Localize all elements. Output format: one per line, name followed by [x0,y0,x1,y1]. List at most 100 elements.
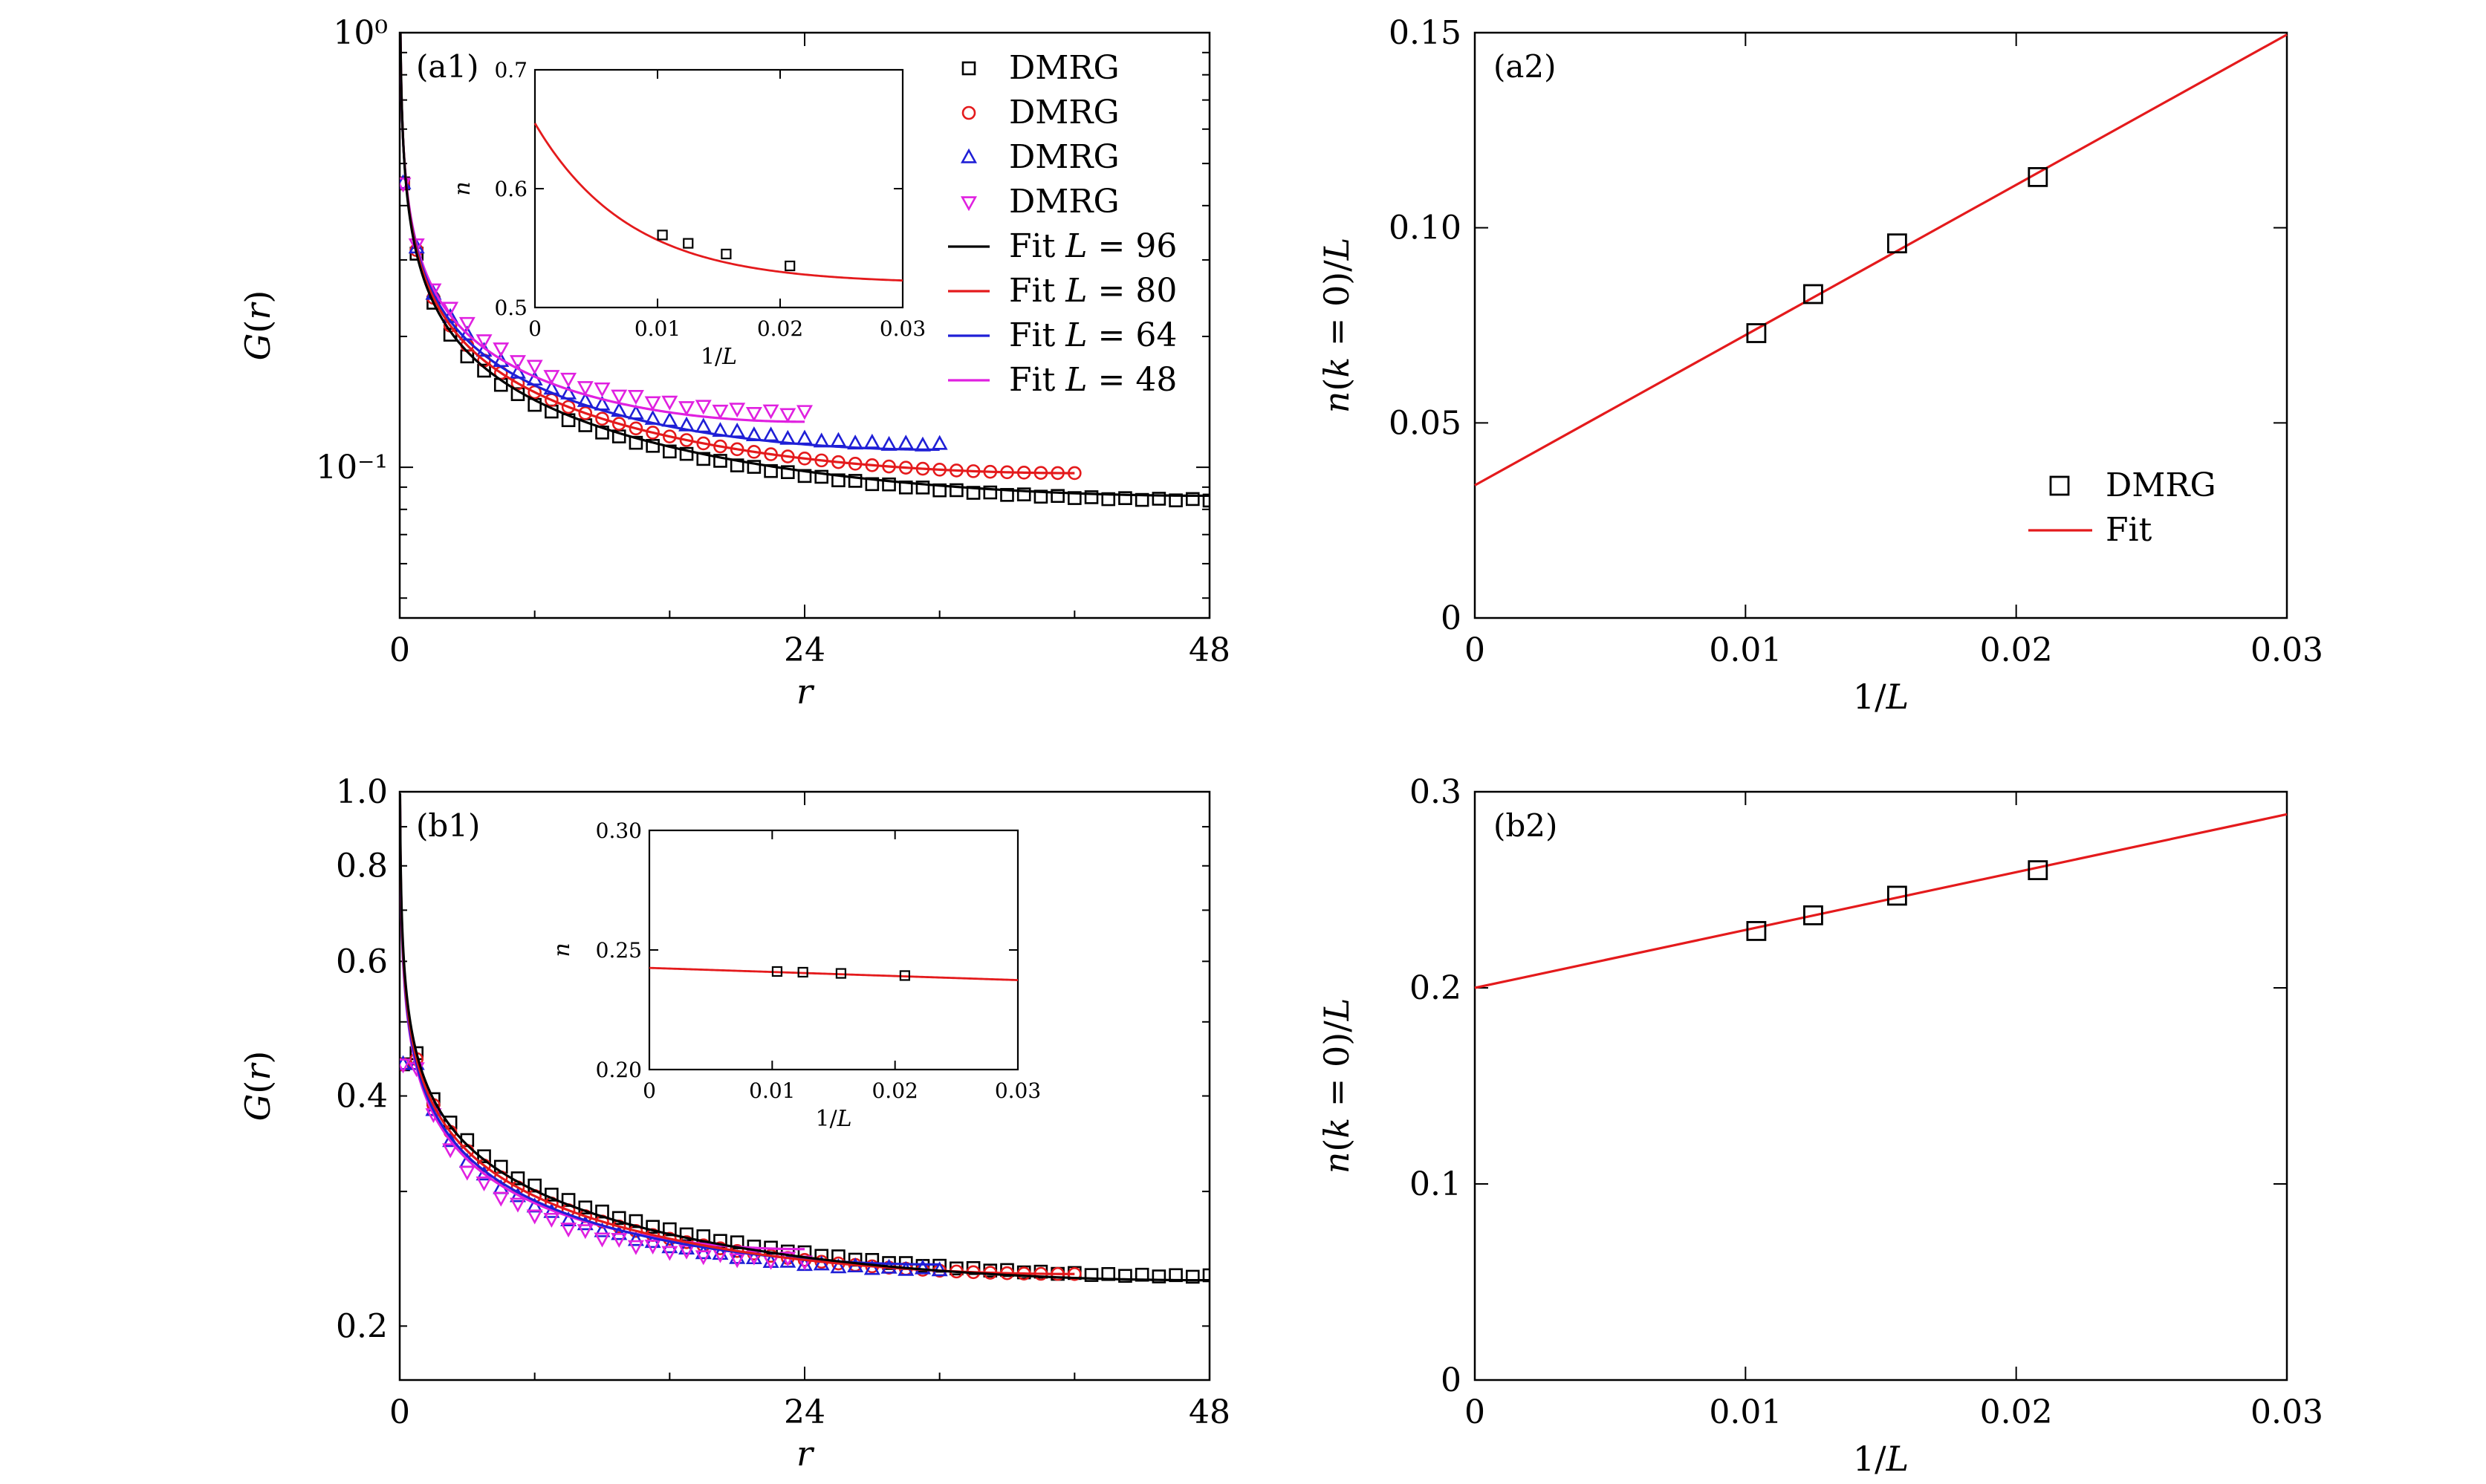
text-part: = 48 [1088,361,1178,399]
data-point-triangle-up [863,1260,880,1275]
panel-label: (a1) [416,48,479,85]
data-point-triangle-down [476,1177,493,1192]
data-point-triangle-down [695,400,712,415]
text-part: ( [238,1081,278,1094]
data-point-square [1051,489,1065,504]
inset-y-tick-label: 0.7 [494,58,528,82]
data-point-triangle-up [863,433,880,449]
data-point-triangle-down [560,372,577,388]
data-point-triangle-down [627,1240,644,1255]
text-part: n [549,943,575,957]
y-tick-label: 0.1 [1409,1165,1461,1203]
data-point-circle [961,105,976,120]
data-point-square [797,966,808,978]
x-tick-label: 0.01 [1709,1393,1782,1431]
text-part: = 64 [1088,316,1178,354]
data-point-square [1202,1268,1210,1283]
x-tick-label: 0 [1464,631,1485,669]
data-point-square [785,260,796,272]
data-point-square [882,477,896,492]
y-tick-label: 10⁻¹ [316,449,388,486]
y-tick-label: 0.3 [1409,773,1461,811]
text-part: L [1317,238,1357,261]
data-point-triangle-down [577,1224,594,1240]
inset-y-axis-title: n [549,943,575,957]
text-part: 1/ [815,1106,837,1132]
text-part: k [1317,357,1357,378]
y-tick-label: 0 [1441,1361,1461,1399]
data-point-square [2049,475,2070,496]
data-point-square [771,966,783,977]
legend: DMRG Fit [2028,466,2216,549]
data-point-triangle-down [458,316,476,332]
data-point-triangle-down [678,401,695,417]
data-point-triangle-down [712,404,729,420]
y-tick-label: 0.10 [1389,209,1461,247]
data-point-square [1202,493,1210,508]
data-point-circle [595,411,609,426]
fit-line [1474,813,2288,989]
y-axis-title: G(r) [238,1051,278,1122]
plot-frame [1473,31,2288,619]
x-tick-label: 48 [1189,1393,1230,1431]
inset-chart: 0 0.01 0.02 0.030.50.60.71/Ln [450,58,926,370]
text-part: L [1065,361,1087,399]
data-point-square [1746,323,1767,343]
plot-area [400,793,1210,1284]
text-part: L [721,344,737,370]
inset-y-tick-label: 0.20 [596,1058,642,1082]
inset-y-tick-label: 0.6 [494,177,528,201]
text-part: ( [238,320,278,333]
x-tick-label: 0 [1464,1393,1485,1431]
y-tick-label: 10⁰ [333,14,388,52]
inset-x-axis-title: 1/L [815,1106,851,1132]
y-axis-title: G(r) [238,290,278,361]
data-point-triangle-down [745,406,762,422]
data-point-triangle-up [661,411,678,427]
inset-frame [533,68,904,309]
data-point-triangle-down [611,1232,628,1248]
data-point-triangle-down [961,196,977,212]
text-part: L [1065,272,1087,310]
x-tick-label: 24 [784,1393,825,1431]
text-part: Fit [1009,361,1065,399]
data-point-triangle-down [627,390,644,406]
data-point-triangle-down [526,1209,543,1225]
data-point-square [899,970,910,981]
y-tick-label: 0.6 [336,943,388,980]
data-point-square [848,474,863,488]
data-point-triangle-down [695,1250,712,1266]
text-part: L [1886,677,1909,717]
data-point-square [646,438,660,453]
x-tick-label: 0.03 [2250,1393,2323,1431]
data-point-square [1185,492,1200,507]
data-point-circle [646,426,660,440]
text-part: L [1317,998,1357,1022]
data-point-square [1185,1269,1200,1284]
data-point-triangle-down [509,355,526,371]
text-part: L [1886,1439,1909,1479]
x-tick-label: 0 [389,1393,410,1431]
data-point-triangle-down [493,342,510,358]
text-part: ( [1317,1139,1357,1152]
data-point-square [1118,1269,1132,1283]
y-tick-label: 0.15 [1389,14,1461,52]
fit-curve-L48 [400,808,805,1251]
inset-x-tick-label: 0.02 [757,316,803,341]
data-point-triangle-up [914,1259,931,1275]
text-part: L [837,1106,852,1132]
data-point-triangle-up [729,422,746,437]
x-tick-label: 0 [389,631,410,669]
data-point-triangle-down [644,1239,661,1254]
x-tick-label: 24 [784,631,825,669]
text-part: n [1317,391,1357,414]
data-point-square [1084,1268,1099,1282]
data-point-triangle-down [400,1058,412,1074]
fit-line [1474,33,2288,486]
series-points-L48 [400,178,813,423]
data-point-square [657,230,668,241]
data-point-triangle-down [560,1223,577,1238]
legend-label: Fit L = 64 [1009,316,1177,354]
inset-y-tick-label: 0.5 [494,296,528,320]
text-part: 1/ [1853,677,1886,717]
